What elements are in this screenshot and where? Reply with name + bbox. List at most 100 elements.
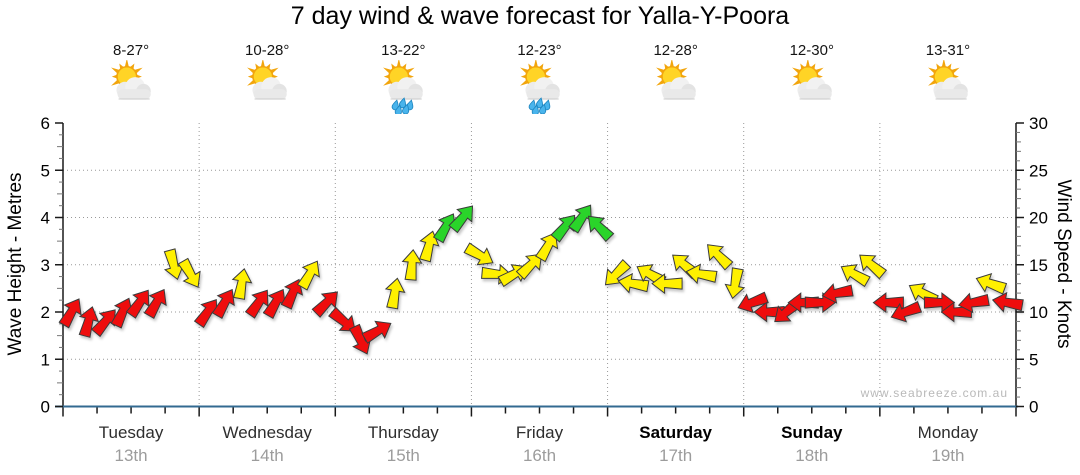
wind-arrows <box>58 204 1024 355</box>
wind-arrow <box>78 306 100 338</box>
wind-arrow <box>448 205 474 234</box>
wind-arrow <box>685 263 718 285</box>
wind-arrow <box>550 214 576 243</box>
wind-arrow <box>890 301 923 323</box>
day-temperature-range: 12-28° <box>653 42 698 59</box>
cloud <box>116 77 151 100</box>
day-header: 10-28° <box>240 42 294 114</box>
day-date-label: 13th <box>114 446 148 465</box>
wind-arrow <box>384 277 406 310</box>
wind-arrow <box>125 289 150 319</box>
right-axis-tick-label: 20 <box>1029 209 1048 228</box>
wind-arrow <box>361 320 392 344</box>
right-axis-tick-label: 15 <box>1029 256 1048 275</box>
day-name-label: Thursday <box>367 423 439 442</box>
sun-cloud-icon <box>655 60 696 100</box>
day-header: 8-27° <box>104 42 158 114</box>
raindrop <box>528 99 536 111</box>
right-axis-tick-label: 30 <box>1029 114 1048 133</box>
day-header: 13-31° <box>921 42 975 114</box>
day-temperature-range: 10-28° <box>245 42 290 59</box>
wind-arrow <box>401 249 423 281</box>
sun-cloud-icon <box>791 60 832 100</box>
sun-cloud-icon <box>247 60 287 100</box>
sun-cloud-rain-icon <box>383 60 424 114</box>
watermark: www.seabreeze.com.au <box>860 386 1008 400</box>
raindrop <box>535 97 543 109</box>
wind-arrow <box>707 244 734 271</box>
raindrop <box>402 103 410 114</box>
cloud <box>388 77 424 100</box>
day-date-label: 16th <box>522 446 557 465</box>
axes: 0 1 2 3 4 5 6 0 5 10 15 20 25 30 <box>41 114 1048 417</box>
day-footer: Saturday 17th <box>639 423 712 466</box>
raindrop <box>392 99 400 111</box>
day-name-label: Tuesday <box>98 423 164 442</box>
wind-arrow <box>840 264 871 288</box>
left-axis-tick-label: 0 <box>41 398 50 417</box>
sun-cloud-icon <box>927 60 968 100</box>
wind-arrow <box>587 215 615 243</box>
day-date-label: 18th <box>795 446 829 465</box>
wind-arrow <box>535 232 559 263</box>
wind-arrow <box>957 292 990 314</box>
left-axis-tick-label: 1 <box>41 350 50 369</box>
sun-cloud-icon <box>111 60 151 100</box>
wind-arrow <box>143 288 167 320</box>
wind-arrow <box>177 257 201 288</box>
wind-arrow <box>231 268 253 300</box>
chart-title: 7 day wind & wave forecast for Yalla-Y-P… <box>290 2 790 30</box>
cloud <box>661 77 696 100</box>
raindrop <box>399 97 407 109</box>
day-temperature-range: 13-31° <box>925 42 971 59</box>
left-axis-tick-label: 6 <box>41 114 50 133</box>
cloud <box>524 77 560 100</box>
right-axis-tick-label: 10 <box>1029 303 1048 322</box>
day-date-label: 17th <box>659 446 693 465</box>
wind-arrow <box>617 272 650 294</box>
day-name-label: Monday <box>917 423 979 442</box>
day-header: 12-30° <box>785 42 839 114</box>
day-footer: Sunday 18th <box>781 423 842 466</box>
wind-arrow <box>651 273 683 295</box>
left-axis-tick-label: 2 <box>41 303 50 322</box>
wind-arrow <box>328 306 356 332</box>
day-footer: Friday 16th <box>516 423 563 466</box>
wind-arrow <box>244 289 269 319</box>
right-axis-tick-label: 0 <box>1029 398 1038 417</box>
day-footer: Tuesday 13th <box>99 423 164 466</box>
day-name-label: Wednesday <box>222 423 312 442</box>
raindrop <box>531 104 539 114</box>
wind-arrow <box>211 288 235 320</box>
wind-arrow <box>419 230 440 263</box>
right-axis-tick-label: 25 <box>1029 161 1048 180</box>
day-name-label: Sunday <box>781 423 843 442</box>
day-name-label: Saturday <box>639 423 713 442</box>
wind-arrow <box>737 291 769 314</box>
day-temperature-range: 12-23° <box>517 42 562 59</box>
wind-arrow <box>872 292 904 314</box>
left-axis-tick-label: 5 <box>41 161 50 180</box>
day-temperature-range: 12-30° <box>789 42 834 59</box>
cloud <box>252 77 287 100</box>
wind-arrow <box>724 267 746 300</box>
day-date-label: 15th <box>386 446 420 465</box>
wind-arrow <box>975 273 1008 295</box>
wind-arrow <box>463 242 494 266</box>
day-date-label: 14th <box>250 446 284 465</box>
day-temperature-range: 13-22° <box>381 42 426 59</box>
cloud <box>933 77 968 100</box>
wind-arrow <box>991 291 1024 313</box>
wind-arrow <box>311 291 338 318</box>
wind-arrow <box>859 254 888 280</box>
day-footer: Thursday 15th <box>368 423 439 466</box>
day-header: 12-23° <box>513 42 567 114</box>
wind-arrow <box>821 283 854 304</box>
sun-cloud-rain-icon <box>519 60 560 114</box>
cloud <box>797 77 832 100</box>
wind-arrow <box>515 253 543 281</box>
raindrop <box>395 104 403 114</box>
wind-arrow <box>90 309 116 338</box>
